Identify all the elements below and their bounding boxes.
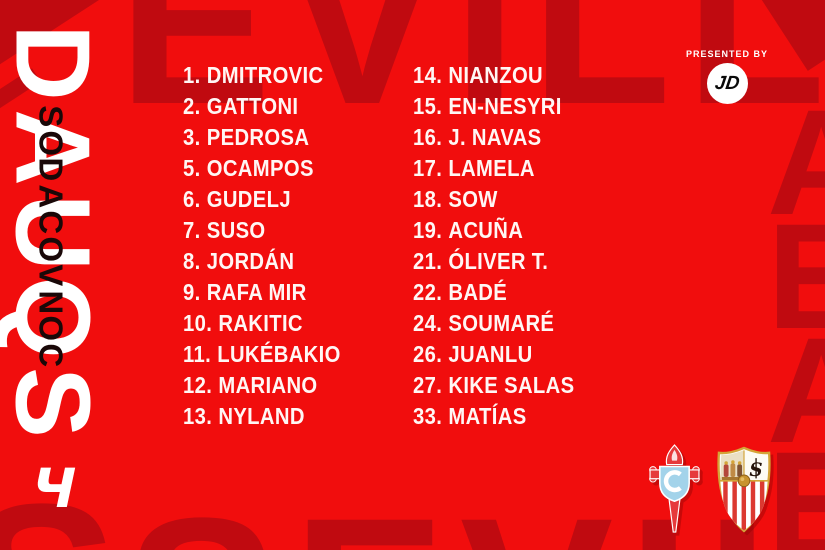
player-name: NYLAND xyxy=(218,403,305,429)
player-number: 1. xyxy=(183,62,201,88)
player-name: GUDELJ xyxy=(206,186,291,212)
sponsor-badge: PRESENTED BY JD xyxy=(668,49,786,104)
player-row: 1. DMITROVIC xyxy=(183,60,341,91)
player-number: 33. xyxy=(413,403,443,429)
presented-by-label: PRESENTED BY xyxy=(685,49,768,59)
player-name: SOUMARÉ xyxy=(448,310,555,336)
player-name: SOW xyxy=(448,186,498,212)
player-row: 33. MATÍAS xyxy=(413,401,574,432)
player-name: J. NAVAS xyxy=(448,124,542,150)
player-row: 9. RAFA MIR xyxy=(183,277,341,308)
player-row: 7. SUSO xyxy=(183,215,341,246)
squad-column-right: 14. NIANZOU 15. EN-NESYRI 16. J. NAVAS 17. LAME… xyxy=(413,60,596,432)
player-row: 2. GATTONI xyxy=(183,91,341,122)
player-row: 11. LUKÉBAKIO xyxy=(183,339,341,370)
player-row: 12. MARIANO xyxy=(183,370,341,401)
player-name: OCAMPOS xyxy=(206,155,314,181)
player-number: 14. xyxy=(413,62,443,88)
player-name: DMITROVIC xyxy=(206,62,324,88)
player-number: 18. xyxy=(413,186,443,212)
player-name: RAFA MIR xyxy=(206,279,307,305)
player-row: 6. GUDELJ xyxy=(183,184,341,215)
player-number: 6. xyxy=(183,186,201,212)
player-number: 9. xyxy=(183,279,201,305)
player-name: JORDÁN xyxy=(206,248,295,274)
player-name: GATTONI xyxy=(206,93,299,119)
jd-logo-text: JD xyxy=(713,72,741,94)
player-number: 10. xyxy=(183,310,213,336)
player-number: 27. xyxy=(413,372,443,398)
watermark-letter: E xyxy=(767,420,825,550)
player-number: 15. xyxy=(413,93,443,119)
player-number: 26. xyxy=(413,341,443,367)
player-row: 19. ACUÑA xyxy=(413,215,574,246)
player-number: 16. xyxy=(413,124,443,150)
player-row: 26. JUANLU xyxy=(413,339,574,370)
player-row: 8. JORDÁN xyxy=(183,246,341,277)
player-row: 24. SOUMARÉ xyxy=(413,308,574,339)
player-name: BADÉ xyxy=(448,279,508,305)
player-name: PEDROSA xyxy=(206,124,310,150)
player-number: 11. xyxy=(183,341,212,367)
player-number: 22. xyxy=(413,279,443,305)
player-number: 7. xyxy=(183,217,201,243)
watermark-letter: A xyxy=(767,78,825,246)
player-row: 21. ÓLIVER T. xyxy=(413,246,574,277)
player-number: 21. xyxy=(413,248,443,274)
player-number: 3. xyxy=(183,124,201,150)
player-name: JUANLU xyxy=(448,341,533,367)
watermark-letter: S xyxy=(0,470,118,550)
player-name: MARIANO xyxy=(218,372,318,398)
player-name: SUSO xyxy=(206,217,266,243)
player-number: 19. xyxy=(413,217,443,243)
squad-column-left: 1. DMITROVIC 2. GATTONI 3. PEDROSA 5. OCAMPOS 6.… xyxy=(183,60,362,432)
celta-vigo-crest-icon xyxy=(649,444,700,533)
player-name: LUKÉBAKIO xyxy=(217,341,341,367)
player-row: 3. PEDROSA xyxy=(183,122,341,153)
watermark-letter: E xyxy=(767,192,825,360)
player-row: 13. NYLAND xyxy=(183,401,341,432)
player-number: 24. xyxy=(413,310,443,336)
title-letter: S xyxy=(32,105,69,128)
player-row: 17. LAMELA xyxy=(413,153,574,184)
player-number: 5. xyxy=(183,155,201,181)
player-row: 14. NIANZOU xyxy=(413,60,574,91)
player-number: 12. xyxy=(183,372,213,398)
player-name: LAMELA xyxy=(448,155,535,181)
player-name: EN-NESYRI xyxy=(448,93,562,119)
player-name: ACUÑA xyxy=(448,217,524,243)
watermark-letters-right: A E A E xyxy=(767,78,825,550)
player-name: MATÍAS xyxy=(448,403,527,429)
player-row: 27. KIKE SALAS xyxy=(413,370,574,401)
player-name: NIANZOU xyxy=(448,62,544,88)
watermark-letters-bottom: SEVILLA xyxy=(125,484,825,550)
player-name: KIKE SALAS xyxy=(448,372,575,398)
player-number: 2. xyxy=(183,93,201,119)
jd-sports-logo-icon: JD xyxy=(706,63,748,104)
player-row: 18. SOW xyxy=(413,184,574,215)
player-number: 8. xyxy=(183,248,201,274)
player-row: 16. J. NAVAS xyxy=(413,122,574,153)
player-name: RAKITIC xyxy=(218,310,303,336)
player-number: 17. xyxy=(413,155,443,181)
player-row: 15. EN-NESYRI xyxy=(413,91,574,122)
player-row: 5. OCAMPOS xyxy=(183,153,341,184)
player-row: 10. RAKITIC xyxy=(183,308,341,339)
watermark-letter: A xyxy=(767,306,825,474)
player-name: ÓLIVER T. xyxy=(448,248,549,274)
player-number: 13. xyxy=(183,403,213,429)
player-row: 22. BADÉ xyxy=(413,277,574,308)
sevilla-fc-crest-icon: S xyxy=(717,446,771,533)
